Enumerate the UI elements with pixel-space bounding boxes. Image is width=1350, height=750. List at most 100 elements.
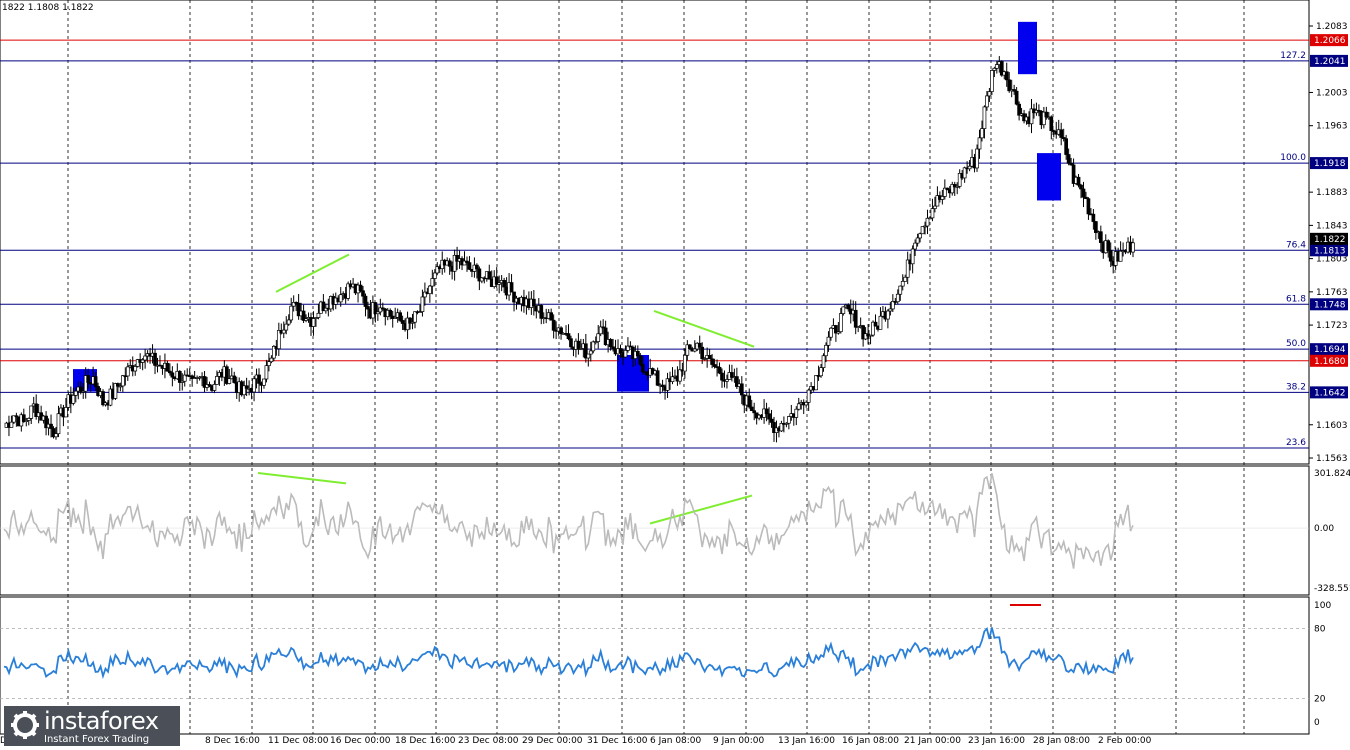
candle-body [227, 378, 232, 384]
candle-body [915, 237, 920, 244]
candle-body [44, 415, 48, 429]
candle-body [787, 416, 791, 424]
level-price-tag: 1.1694 [1314, 345, 1346, 355]
time-label: 9 Jan 00:00 [713, 736, 765, 746]
candle-body [140, 359, 145, 363]
candle-body [296, 302, 301, 317]
rsi-series [0, 604, 1309, 699]
candle-body [957, 173, 962, 187]
candle-body [452, 254, 457, 272]
candle-body [168, 370, 172, 374]
candle-body [747, 395, 752, 408]
time-label: 2 Feb 00:00 [1098, 736, 1152, 746]
candle-body [772, 422, 776, 433]
candle-body [177, 370, 182, 383]
candle-body [380, 307, 385, 310]
level-price-tag-bg [1310, 34, 1348, 47]
time-label: 8 Dec 16:00 [205, 736, 260, 746]
candle-body [301, 310, 306, 321]
candle-body [497, 282, 502, 285]
candle-body [276, 330, 281, 350]
candle-body [462, 260, 467, 266]
candle-body [267, 361, 271, 367]
candle-body [539, 305, 544, 319]
candle-body [1118, 250, 1123, 262]
candle-body [588, 350, 593, 355]
candle-body [1106, 240, 1111, 252]
candle-body [116, 383, 120, 387]
candle-body [846, 304, 851, 310]
candle-body [428, 285, 432, 295]
candle-body [603, 327, 608, 346]
candle-body [700, 346, 705, 360]
candle-body [687, 344, 692, 349]
candle-body [725, 379, 729, 382]
rsi-tick-label: 80 [1314, 624, 1326, 634]
time-label: 29 Dec 00:00 [522, 736, 583, 746]
candle-body [806, 389, 811, 403]
candle-body [281, 329, 286, 334]
instaforex-logo: instaforex Instant Forex Trading [4, 706, 180, 746]
candle-body [821, 355, 826, 368]
candle-body [264, 365, 269, 380]
candle-body [593, 341, 598, 343]
logo-tagline: Instant Forex Trading [44, 734, 150, 745]
candle-body [272, 346, 276, 359]
candle-body [769, 418, 774, 423]
candle-body [531, 298, 536, 307]
price-tick-label: 1.1603 [1316, 421, 1348, 431]
gear-logo-icon [11, 711, 39, 739]
candle-body [824, 344, 828, 357]
candle-body [933, 205, 937, 209]
cci-divergence-line [257, 472, 347, 485]
price-divergence-line [275, 253, 350, 293]
price-tick-label: 1.1963 [1316, 122, 1348, 132]
rsi-tick-label: 20 [1314, 695, 1326, 705]
candle-body [628, 345, 633, 348]
candle-body [910, 248, 915, 265]
candle-body [1042, 111, 1046, 126]
candle-body [314, 317, 318, 319]
candle-body [1044, 111, 1049, 118]
candle-body [1069, 163, 1073, 166]
candle-body [165, 362, 170, 372]
candle-body [1079, 184, 1083, 190]
time-label: 31 Dec 16:00 [587, 736, 648, 746]
candle-body [51, 428, 56, 438]
candle-body [113, 383, 118, 399]
level-price-tag: 1.1748 [1314, 300, 1346, 310]
candle-body [985, 95, 989, 108]
candle-body [1007, 79, 1012, 92]
candle-body [1081, 188, 1086, 198]
candles [4, 56, 1135, 443]
candle-body [942, 187, 947, 197]
candle-body [73, 390, 78, 396]
level-price-tag: 1.2041 [1314, 57, 1346, 67]
candle-body [21, 414, 26, 422]
candle-body [569, 338, 573, 348]
ohlc-readout: 1822 1.1808 1.1822 [2, 3, 94, 13]
candle-body [838, 313, 843, 333]
candle-body [905, 259, 910, 278]
candle-body [819, 367, 823, 377]
candle-body [423, 291, 427, 298]
candle-body [925, 217, 930, 227]
candle-body [1098, 231, 1103, 243]
candle-body [626, 345, 630, 351]
candle-body [83, 375, 88, 392]
candle-body [579, 348, 583, 350]
candle-body [311, 318, 316, 327]
candle-body [269, 357, 274, 363]
candle-body [752, 410, 757, 414]
fib-label: 100.0 [1280, 153, 1306, 163]
candle-body [895, 293, 900, 303]
candle-body [990, 70, 994, 92]
candle-body [54, 433, 58, 438]
candle-body [477, 268, 482, 282]
candle-body [710, 358, 714, 365]
candle-body [868, 334, 873, 337]
candle-body [853, 309, 858, 328]
candle-body [611, 346, 615, 350]
candle-body [903, 276, 908, 282]
candle-body [655, 370, 660, 386]
